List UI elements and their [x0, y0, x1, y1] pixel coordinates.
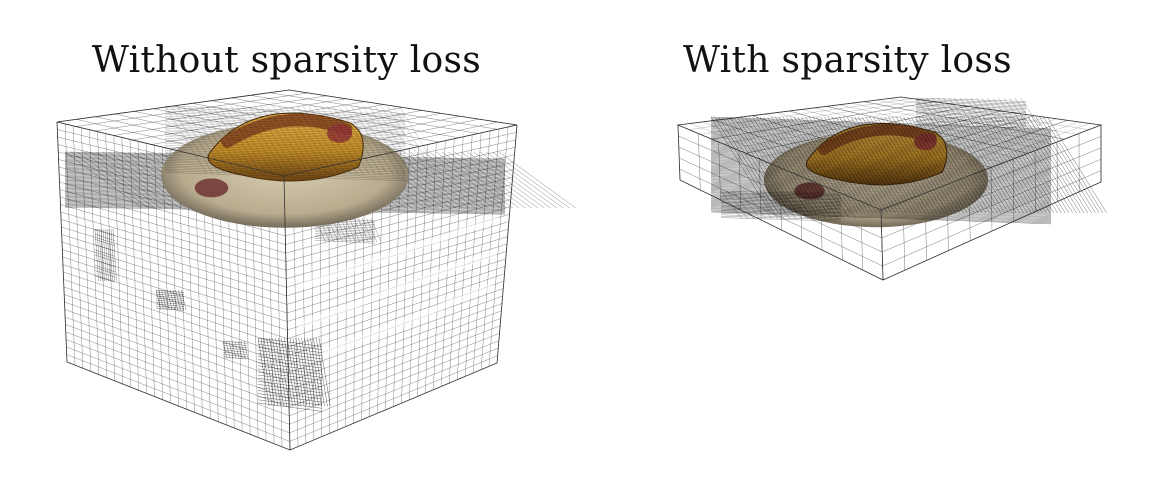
panel-without-sparsity: Without sparsity loss: [56, 40, 576, 451]
slab-edges: [676, 96, 1103, 281]
hotdog-render: [161, 105, 442, 228]
panel-title-with-sparsity: With sparsity loss: [683, 40, 1012, 81]
food-item: [194, 178, 229, 198]
sausage: [220, 113, 353, 148]
octree-render-dense: [56, 89, 576, 451]
face-shading: [296, 215, 500, 368]
sausage-end: [327, 123, 353, 143]
octree-render-sparse: [676, 96, 1107, 281]
panel-with-sparsity: With sparsity loss: [581, 0, 1162, 478]
box-edges: [56, 89, 518, 451]
panel-title-without-sparsity: Without sparsity loss: [91, 40, 482, 81]
density-clusters: [710, 97, 1107, 225]
